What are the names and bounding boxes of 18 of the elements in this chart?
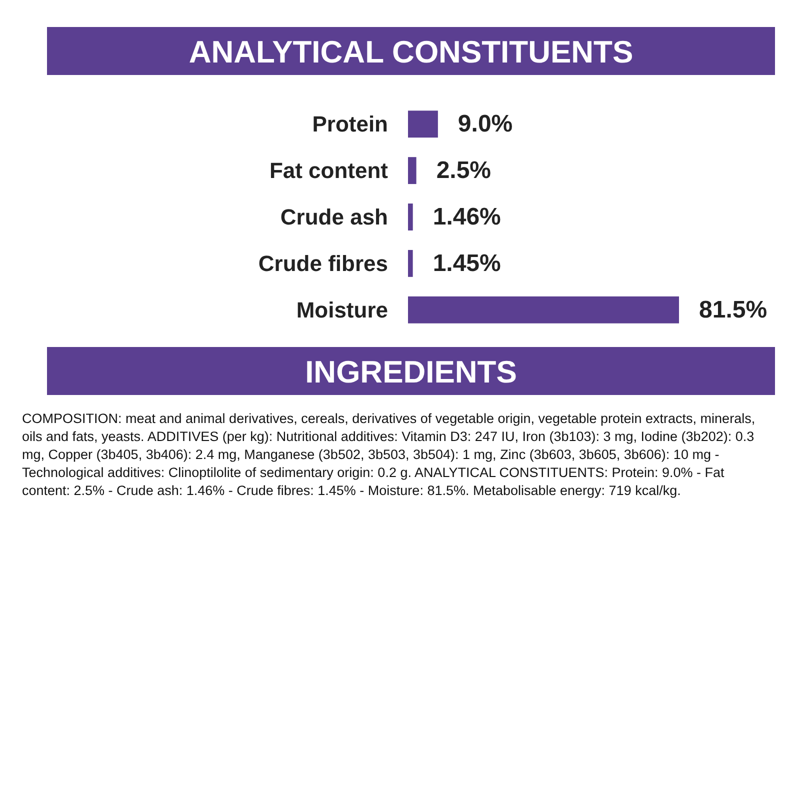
y-tick-label: Crude ash: [280, 204, 388, 230]
data-label: 1.45%: [432, 250, 501, 277]
text: INGREDIENTS: [305, 354, 517, 390]
chart-title: ANALYTICAL CONSTITUENTS: [188, 34, 634, 70]
text: COMPOSITION: meat and animal derivatives, cereals, derivatives of vegetable origin, vegetable protein extracts, minerals, oils and fats, yeasts. ADDITIVES (per kg): Nutritional additives: Vitamin D3: 247 IU, Iron (3b103): 3 mg, Iodine (3b202): 0.3 mg, Copper (3b405, 3b406): 2.4 mg, Manganese (3b502, 3b503, 3b504): 1 mg, Zinc (3b603, 3b605, 3b606): 10 mg - Technological additives: Clinoptilolite of sedimentary origin: 0.2 g. ANALYTICAL CONSTITUENTS: Protein: 9.0% - Fat content: 2.5% - Crude ash: 1.46% - Crude fibres: 1.45% - Moisture: 81.5%. Metabolisable energy: 719 kcal/kg.: [22, 410, 756, 500]
data-label: 1.46%: [432, 204, 501, 230]
y-tick-label: Moisture: [296, 297, 388, 322]
bar: [408, 157, 416, 184]
bar: [408, 296, 679, 324]
bar: [408, 110, 438, 138]
data-label: 81.5%: [699, 296, 768, 324]
data-label: 2.5%: [436, 157, 492, 184]
data-label: 9.0%: [458, 110, 513, 138]
bar: [408, 204, 413, 230]
y-tick-label: Protein: [312, 112, 388, 137]
y-tick-label: Crude fibres: [258, 250, 388, 276]
y-tick-label: Fat content: [269, 158, 389, 184]
bar: [408, 250, 413, 277]
